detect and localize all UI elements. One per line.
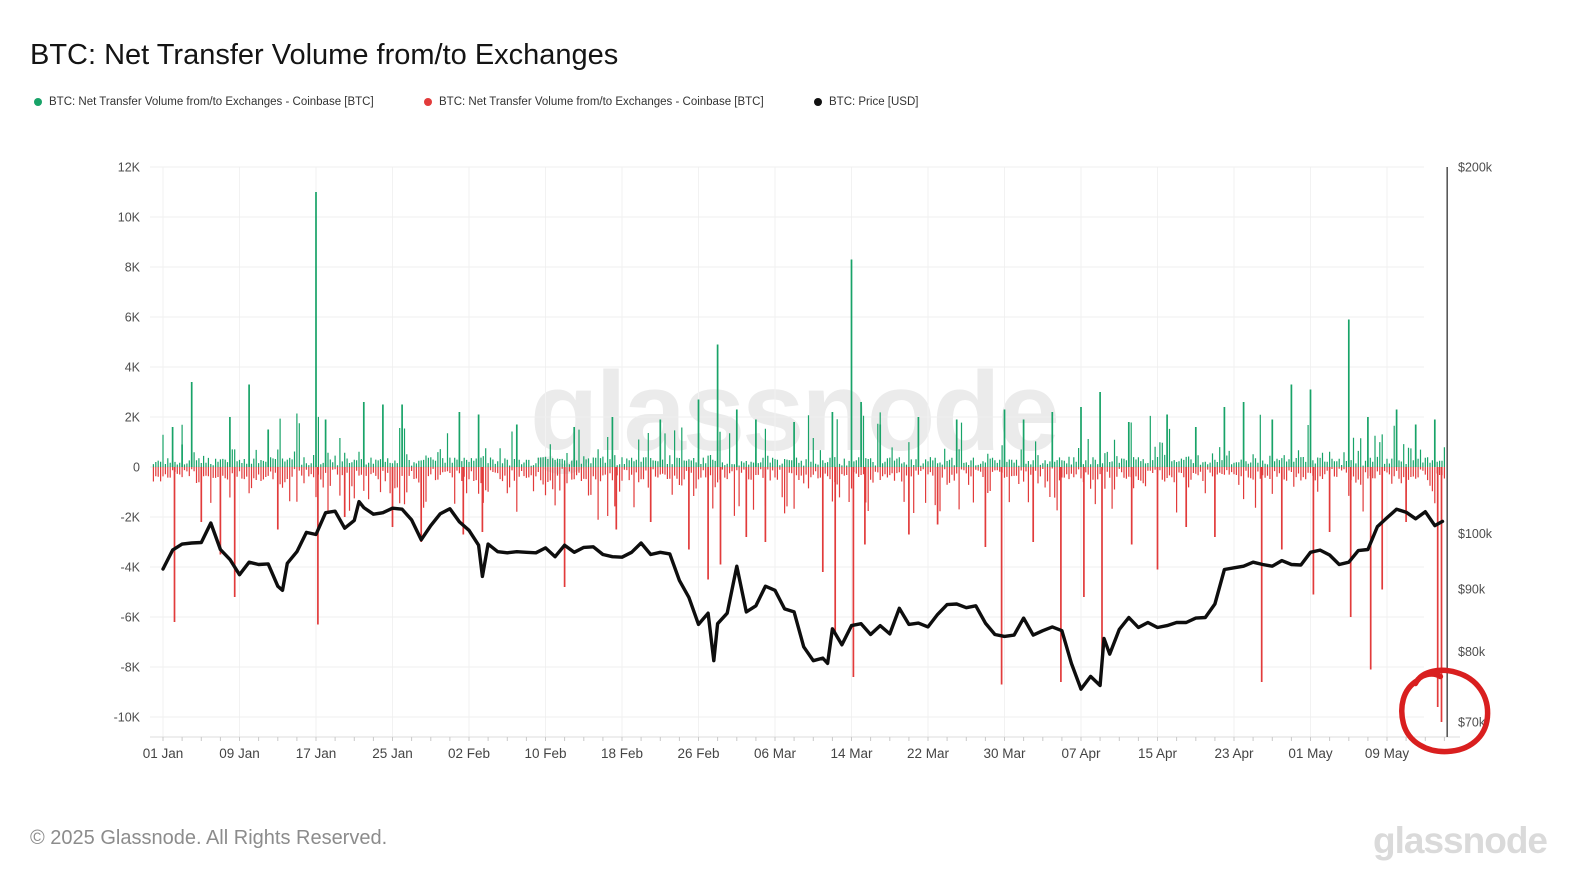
svg-text:02 Feb: 02 Feb <box>448 746 490 761</box>
svg-text:$90k: $90k <box>1458 583 1486 597</box>
svg-text:-6K: -6K <box>121 611 141 625</box>
glassnode-logo: glassnode <box>1373 820 1548 861</box>
x-axis-minor-ticks <box>162 737 1445 741</box>
svg-text:$100k: $100k <box>1458 527 1493 541</box>
svg-text:26 Feb: 26 Feb <box>677 746 719 761</box>
svg-text:-4K: -4K <box>121 561 141 575</box>
svg-text:0: 0 <box>133 461 140 475</box>
legend-item-outflow[interactable]: BTC: Net Transfer Volume from/to Exchang… <box>424 96 764 108</box>
svg-text:$70k: $70k <box>1458 716 1486 730</box>
red-spike-bars <box>173 467 1443 722</box>
legend-item-price[interactable]: BTC: Price [USD] <box>814 96 918 108</box>
svg-text:-8K: -8K <box>121 661 141 675</box>
svg-text:01 Jan: 01 Jan <box>143 746 184 761</box>
left-axis-labels: 12K 10K 8K 6K 4K 2K 0 -2K -4K -6K -8K -10K <box>114 161 141 725</box>
svg-text:25 Jan: 25 Jan <box>372 746 413 761</box>
horizontal-gridlines <box>150 166 1424 718</box>
svg-text:10 Feb: 10 Feb <box>524 746 566 761</box>
copyright-text: © 2025 Glassnode. All Rights Reserved. <box>30 827 388 849</box>
green-volume-bars <box>152 412 1445 467</box>
legend-label: BTC: Net Transfer Volume from/to Exchang… <box>439 96 764 108</box>
svg-text:22 Mar: 22 Mar <box>907 746 950 761</box>
svg-text:30 Mar: 30 Mar <box>983 746 1026 761</box>
svg-text:23 Apr: 23 Apr <box>1214 746 1254 761</box>
svg-text:07 Apr: 07 Apr <box>1061 746 1101 761</box>
svg-text:01 May: 01 May <box>1288 746 1333 761</box>
svg-text:4K: 4K <box>125 361 141 375</box>
legend-item-inflow[interactable]: BTC: Net Transfer Volume from/to Exchang… <box>34 96 374 108</box>
svg-text:$80k: $80k <box>1458 645 1486 659</box>
right-axis-labels: $200k $100k $90k $80k $70k <box>1458 161 1493 730</box>
svg-text:09 Jan: 09 Jan <box>219 746 260 761</box>
black-dot-icon <box>814 98 822 106</box>
green-spike-bars <box>171 192 1436 467</box>
glassnode-watermark: glassnode <box>530 349 1060 474</box>
svg-text:18 Feb: 18 Feb <box>601 746 643 761</box>
svg-text:-10K: -10K <box>114 711 141 725</box>
svg-text:06 Mar: 06 Mar <box>754 746 797 761</box>
x-axis-labels: 01 Jan 09 Jan 17 Jan 25 Jan 02 Feb 10 Feb 18 F… <box>143 746 1410 761</box>
page-title: BTC: Net Transfer Volume from/to Exchang… <box>30 39 619 72</box>
btc-price-line <box>161 499 1445 691</box>
svg-text:15 Apr: 15 Apr <box>1138 746 1178 761</box>
legend-label: BTC: Net Transfer Volume from/to Exchang… <box>49 96 374 108</box>
hand-drawn-circle-annotation <box>1399 667 1491 755</box>
legend-label: BTC: Price [USD] <box>829 96 919 108</box>
svg-text:8K: 8K <box>125 261 141 275</box>
svg-text:2K: 2K <box>125 411 141 425</box>
green-dot-icon <box>34 98 42 106</box>
vertical-gridlines <box>162 167 1388 737</box>
svg-text:$200k: $200k <box>1458 161 1493 175</box>
svg-text:09 May: 09 May <box>1365 746 1410 761</box>
svg-text:17 Jan: 17 Jan <box>296 746 337 761</box>
svg-text:6K: 6K <box>125 311 141 325</box>
legend: BTC: Net Transfer Volume from/to Exchang… <box>0 96 1587 112</box>
red-dot-icon <box>424 98 432 106</box>
red-volume-bars <box>152 467 1445 520</box>
svg-text:12K: 12K <box>118 161 141 175</box>
svg-text:10K: 10K <box>118 211 141 225</box>
svg-text:-2K: -2K <box>121 511 141 525</box>
svg-text:14 Mar: 14 Mar <box>830 746 873 761</box>
